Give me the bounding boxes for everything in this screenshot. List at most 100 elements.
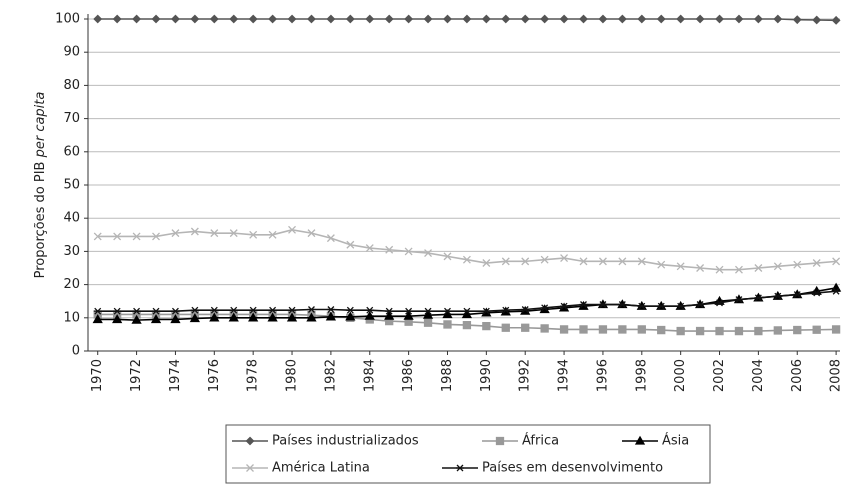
marker <box>443 307 452 315</box>
marker <box>287 14 297 24</box>
marker <box>151 14 161 24</box>
marker <box>346 306 355 314</box>
marker <box>249 230 258 239</box>
marker <box>229 14 239 24</box>
marker <box>150 314 162 324</box>
marker <box>190 306 199 314</box>
marker <box>812 325 821 334</box>
marker <box>618 257 627 266</box>
marker <box>734 265 743 274</box>
marker <box>793 291 802 299</box>
marker <box>754 294 763 302</box>
marker <box>540 14 550 24</box>
marker <box>462 255 471 264</box>
marker <box>696 264 705 272</box>
y-axis-label-text: Proporções do PIB <box>33 162 48 279</box>
marker <box>210 306 219 314</box>
marker <box>171 307 180 315</box>
x-tick-label: 1970 <box>90 359 105 392</box>
marker <box>579 301 588 308</box>
marker <box>229 229 238 238</box>
marker <box>248 14 258 24</box>
marker <box>521 257 530 266</box>
marker <box>637 14 647 24</box>
x-tick-label: 1978 <box>246 359 261 392</box>
marker <box>579 325 588 334</box>
marker <box>793 325 802 335</box>
marker <box>637 302 646 310</box>
y-tick-label: 20 <box>63 277 80 292</box>
marker <box>365 244 374 253</box>
marker <box>384 14 394 24</box>
marker <box>676 14 686 24</box>
x-tick-label: 2000 <box>673 359 688 392</box>
y-axis-label: Proporções do PIB per capita <box>33 92 48 279</box>
marker <box>403 310 414 320</box>
marker <box>245 436 255 446</box>
marker <box>404 307 413 315</box>
y-tick-label: 60 <box>63 144 80 159</box>
marker <box>634 435 646 445</box>
marker <box>132 307 141 315</box>
marker <box>268 306 277 314</box>
legend-label: Países em desenvolvimento <box>482 461 663 476</box>
marker <box>540 324 549 333</box>
x-tick-label: 2006 <box>790 359 805 392</box>
marker <box>345 14 355 24</box>
y-tick-label: 70 <box>63 111 80 126</box>
marker <box>170 314 181 324</box>
marker <box>307 306 316 313</box>
marker <box>773 262 782 271</box>
marker <box>559 325 569 334</box>
marker <box>423 318 433 327</box>
marker <box>462 307 471 315</box>
marker <box>657 260 666 269</box>
marker <box>598 257 607 266</box>
marker <box>364 310 375 320</box>
marker <box>326 306 335 313</box>
marker <box>734 326 744 336</box>
marker <box>831 15 841 25</box>
marker <box>715 14 724 24</box>
y-tick-label: 0 <box>72 344 80 359</box>
marker <box>598 325 608 334</box>
marker <box>288 306 297 314</box>
marker <box>131 314 142 324</box>
marker <box>579 14 588 24</box>
marker <box>495 436 505 446</box>
marker <box>190 227 199 236</box>
y-tick-label: 40 <box>63 211 80 226</box>
marker <box>715 326 724 336</box>
marker <box>209 14 219 24</box>
marker <box>715 299 724 307</box>
marker <box>481 14 491 24</box>
marker <box>307 229 316 238</box>
marker <box>365 14 375 24</box>
marker <box>462 320 472 330</box>
marker <box>540 304 549 312</box>
x-tick-label: 1992 <box>518 359 533 392</box>
marker <box>132 14 141 24</box>
x-tick-label: 1996 <box>595 359 610 392</box>
marker <box>773 292 782 300</box>
legend-label: Países industrializados <box>272 434 419 449</box>
marker <box>249 306 258 314</box>
marker <box>812 15 822 25</box>
marker <box>443 14 452 24</box>
marker <box>228 312 239 322</box>
marker <box>734 296 743 303</box>
legend-label: Ásia <box>662 433 689 449</box>
x-tick-label: 1990 <box>479 359 494 392</box>
marker <box>598 14 608 24</box>
marker <box>637 325 646 334</box>
marker <box>754 326 763 336</box>
marker <box>385 307 394 315</box>
marker <box>560 302 569 310</box>
marker <box>92 314 103 324</box>
marker <box>462 14 472 24</box>
y-axis-label-italic: per capita <box>33 92 48 159</box>
series-line <box>97 290 837 312</box>
marker <box>598 301 607 308</box>
marker <box>152 232 160 241</box>
